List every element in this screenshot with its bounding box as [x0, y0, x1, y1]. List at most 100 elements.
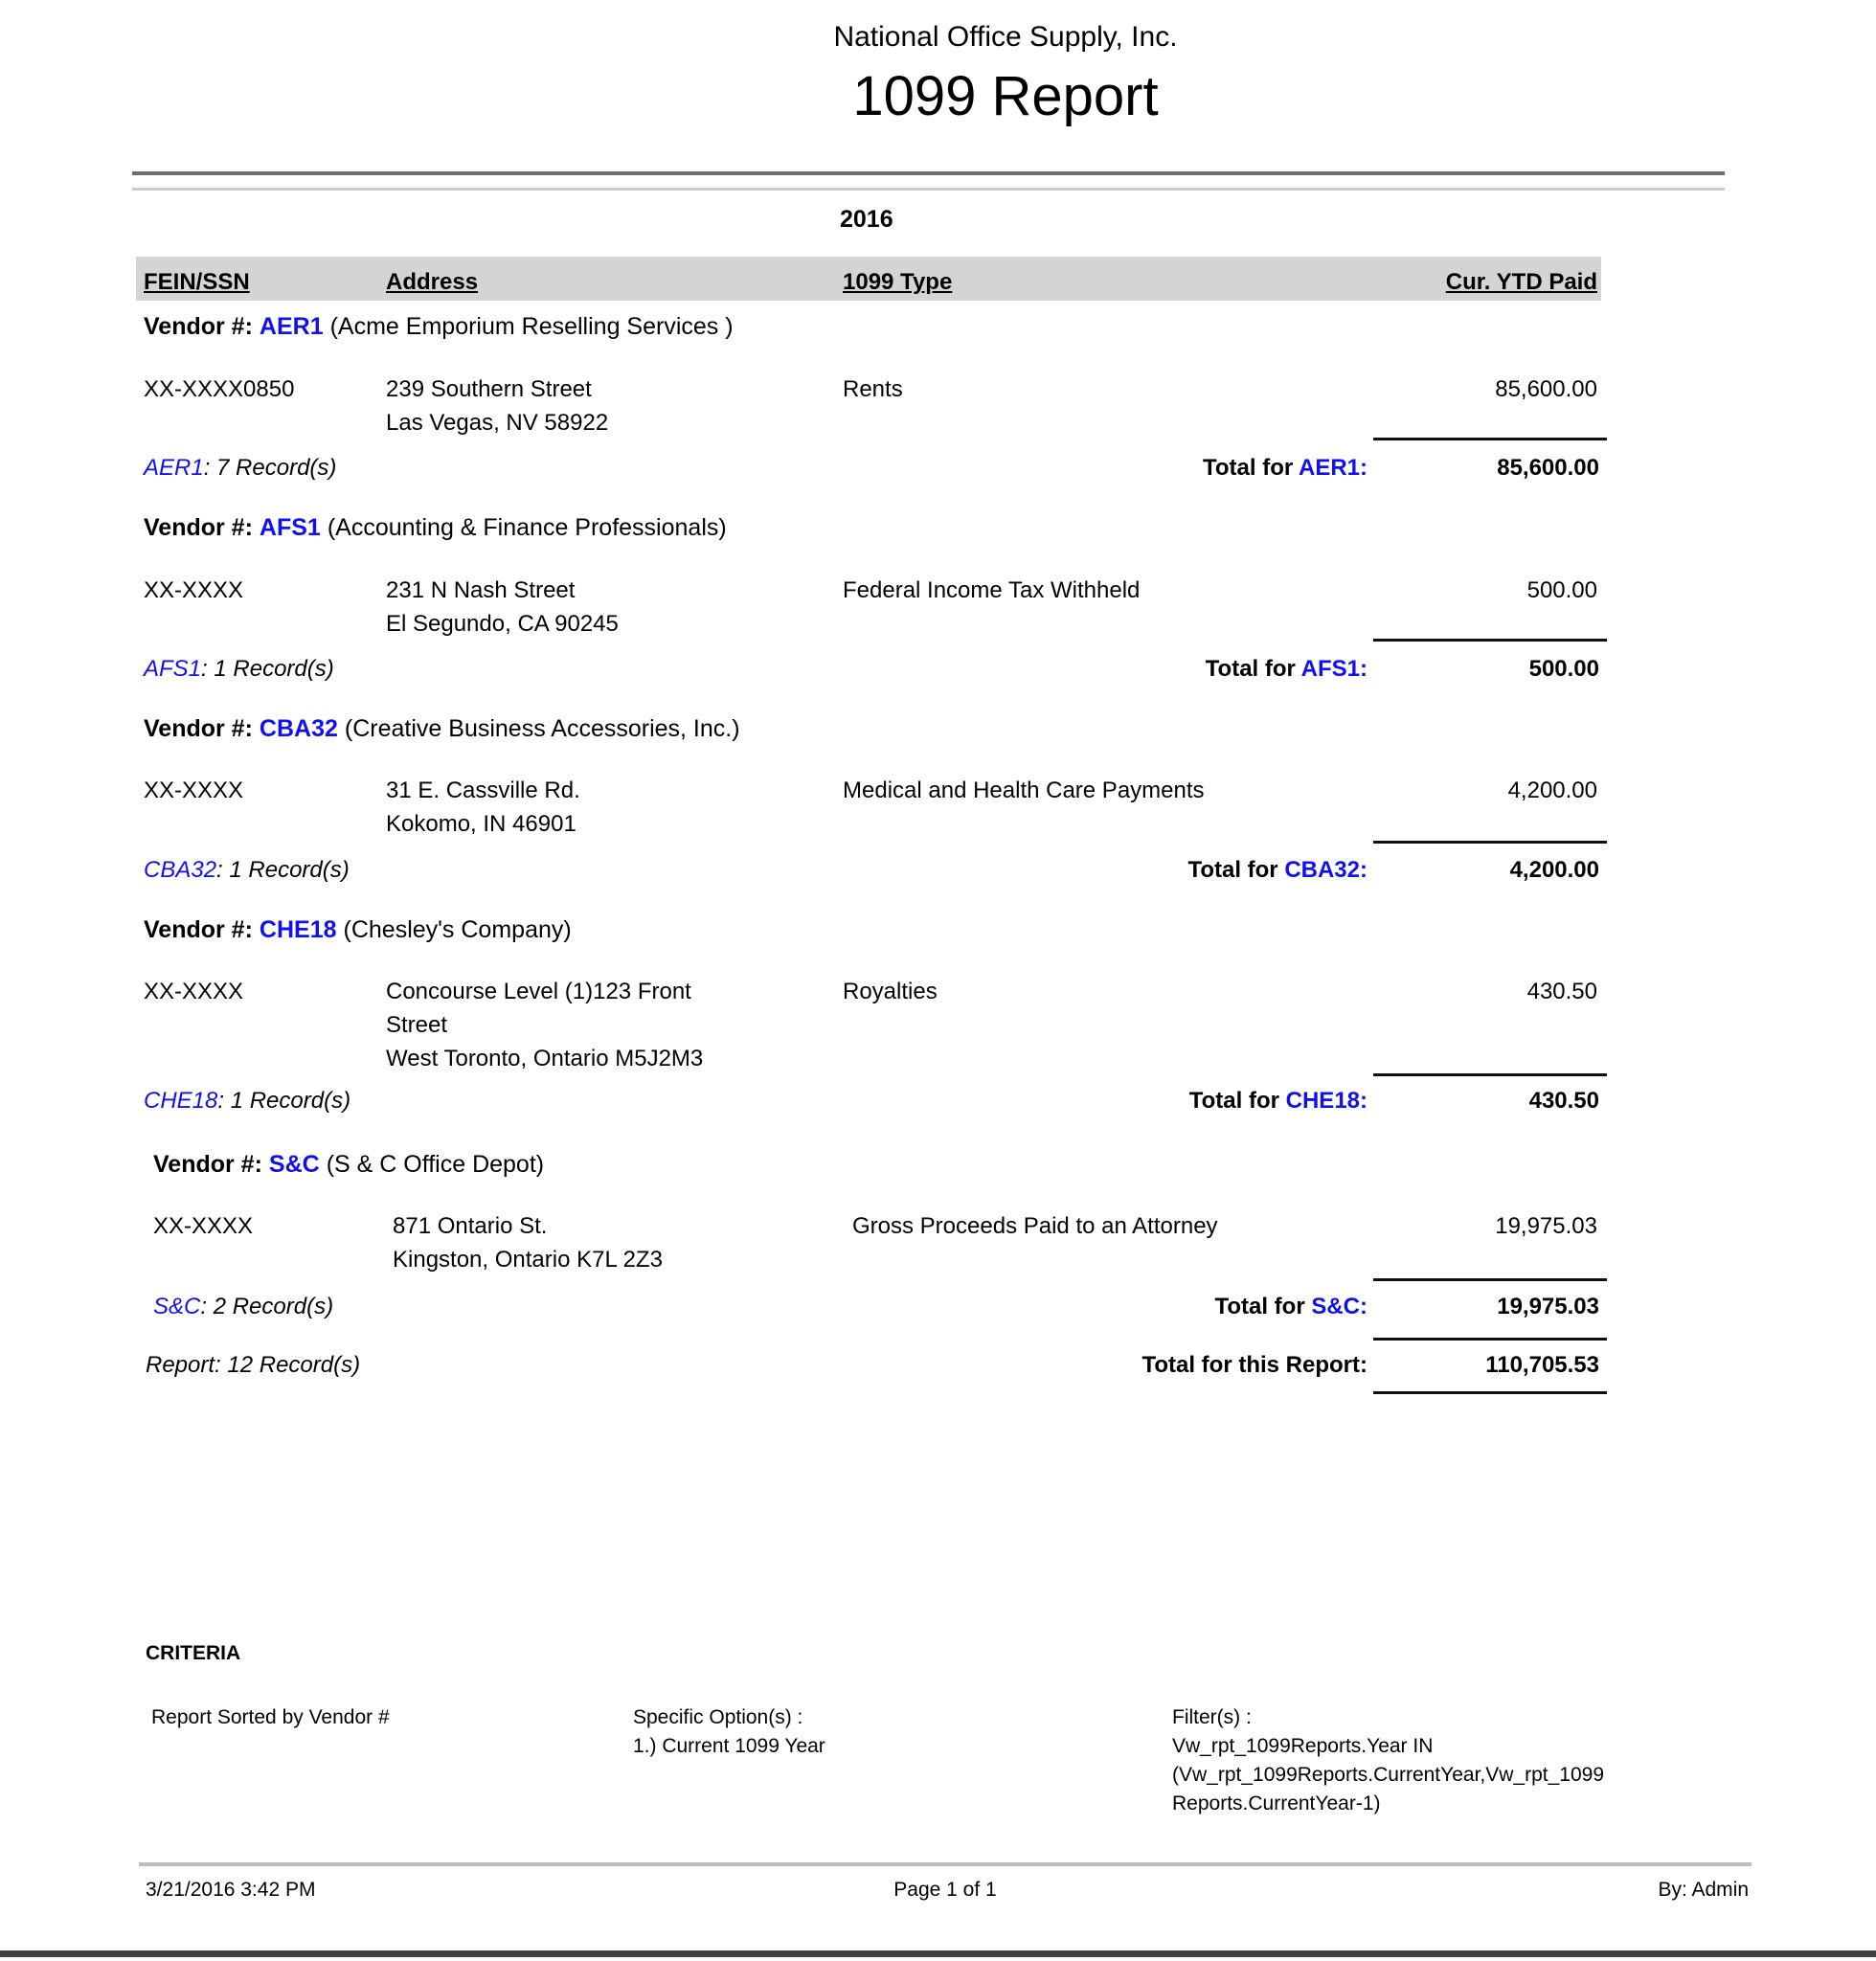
address-cell: Concourse Level (1)123 Front Street West…	[386, 979, 704, 1071]
total-label: Total for AER1:	[862, 455, 1367, 482]
records-line: CBA32: 1 Record(s)	[144, 857, 350, 884]
footer-by-user: By: Admin	[1658, 1879, 1749, 1901]
total-for-text: Total for	[1203, 455, 1299, 481]
records-text: : 1 Record(s)	[201, 656, 334, 682]
vendor-header: Vendor #: AER1 (Acme Emporium Reselling Se…	[144, 313, 734, 341]
address-cell: 31 E. Cassville Rd. Kokomo, IN 46901	[386, 778, 580, 837]
total-amount: 4,200.00	[1509, 857, 1599, 883]
total-amount: 85,600.00	[1497, 455, 1599, 481]
total-rule	[1373, 1073, 1607, 1076]
records-vendor-code: AER1	[144, 455, 204, 481]
records-vendor-code: CHE18	[144, 1088, 218, 1114]
vendor-name: (S & C Office Depot)	[326, 1151, 545, 1178]
amount-cell: 19,975.03	[1495, 1213, 1597, 1239]
vendor-code-link[interactable]: AFS1	[259, 514, 321, 541]
amount-cell: 500.00	[1526, 577, 1597, 603]
total-label: Total for S&C:	[862, 1294, 1367, 1320]
total-label: Total for CBA32:	[862, 857, 1367, 884]
vendor-code-link[interactable]: AER1	[259, 313, 324, 340]
vendor-name: (Chesley's Company)	[343, 916, 572, 943]
footer-divider	[139, 1862, 1752, 1866]
type-cell: Gross Proceeds Paid to an Attorney	[852, 1213, 1218, 1239]
total-for-text: Total for	[1205, 656, 1301, 682]
total-vendor-code: CHE18:	[1285, 1088, 1367, 1114]
total-vendor-code: AER1:	[1298, 455, 1367, 481]
records-line: AFS1: 1 Record(s)	[144, 656, 334, 683]
fein-cell: XX-XXXX0850	[144, 376, 295, 402]
total-for-text: Total for	[1188, 1088, 1286, 1114]
records-text: : 1 Record(s)	[216, 857, 350, 883]
report-total-rule-bottom	[1373, 1391, 1607, 1394]
records-text: : 2 Record(s)	[200, 1294, 334, 1319]
vendor-code-link[interactable]: CBA32	[259, 715, 338, 742]
vendor-name: (Accounting & Finance Professionals)	[327, 514, 727, 541]
vendor-label: Vendor #:	[144, 916, 253, 943]
criteria-options-label: Specific Option(s) :	[633, 1706, 803, 1728]
type-cell: Royalties	[843, 979, 938, 1004]
type-cell: Federal Income Tax Withheld	[843, 577, 1141, 603]
type-cell: Medical and Health Care Payments	[843, 778, 1205, 803]
criteria-filters-label: Filter(s) :	[1172, 1706, 1252, 1728]
table-header-band	[136, 257, 1601, 301]
address-cell: 239 Southern Street Las Vegas, NV 58922	[386, 376, 609, 436]
total-vendor-code: AFS1:	[1300, 656, 1367, 682]
criteria-heading: CRITERIA	[146, 1642, 241, 1664]
total-amount: 19,975.03	[1497, 1294, 1599, 1319]
vendor-name: (Creative Business Accessories, Inc.)	[344, 715, 740, 742]
report-total-label: Total for this Report:	[1141, 1352, 1367, 1378]
footer-datetime: 3/21/2016 3:42 PM	[146, 1879, 316, 1901]
vendor-name: (Acme Emporium Reselling Services )	[329, 313, 734, 340]
vendor-label: Vendor #:	[144, 514, 253, 541]
total-rule	[1373, 639, 1607, 642]
column-header-paid: Cur. YTD Paid	[1445, 269, 1597, 295]
total-for-text: Total for	[1187, 857, 1285, 883]
amount-cell: 430.50	[1526, 979, 1597, 1004]
vendor-label: Vendor #:	[153, 1151, 262, 1178]
fein-cell: XX-XXXX	[144, 778, 244, 803]
amount-cell: 85,600.00	[1495, 376, 1597, 402]
vendor-header: Vendor #: AFS1 (Accounting & Finance Profe…	[144, 514, 727, 542]
records-text: : 7 Record(s)	[203, 455, 337, 481]
company-name: National Office Supply, Inc.	[833, 21, 1178, 53]
report-total-amount: 110,705.53	[1485, 1352, 1599, 1378]
records-line: AER1: 7 Record(s)	[144, 455, 336, 482]
window-bottom-edge	[0, 1950, 1876, 1957]
title-divider	[132, 171, 1725, 191]
total-vendor-code: S&C:	[1311, 1294, 1367, 1319]
report-records-line: Report: 12 Record(s)	[146, 1352, 361, 1378]
fein-cell: XX-XXXX	[144, 577, 244, 603]
total-label: Total for CHE18:	[862, 1088, 1367, 1115]
address-cell: 231 N Nash Street El Segundo, CA 90245	[386, 577, 619, 637]
criteria-options-lines: 1.) Current 1099 Year	[633, 1735, 825, 1757]
vendor-header: Vendor #: CBA32 (Creative Business Accesso…	[144, 715, 740, 743]
column-header-address: Address	[386, 269, 479, 295]
vendor-header: Vendor #: S&C (S & C Office Depot)	[153, 1151, 544, 1179]
criteria-sorted-by: Report Sorted by Vendor #	[151, 1706, 390, 1728]
report-total-rule-top	[1373, 1338, 1607, 1341]
vendor-label: Vendor #:	[144, 715, 253, 742]
column-header-type: 1099 Type	[843, 269, 953, 295]
type-cell: Rents	[843, 376, 903, 402]
total-for-text: Total for	[1214, 1294, 1312, 1319]
vendor-header: Vendor #: CHE18 (Chesley's Company)	[144, 916, 572, 944]
footer-page-number: Page 1 of 1	[893, 1879, 997, 1901]
fein-cell: XX-XXXX	[144, 979, 244, 1004]
column-header-fein: FEIN/SSN	[144, 269, 250, 295]
total-label: Total for AFS1:	[862, 656, 1367, 683]
total-rule	[1373, 841, 1607, 844]
records-line: S&C: 2 Record(s)	[153, 1294, 333, 1320]
criteria-filters-lines: Vw_rpt_1099Reports.Year IN (Vw_rpt_1099R…	[1172, 1735, 1604, 1814]
total-vendor-code: CBA32:	[1284, 857, 1367, 883]
amount-cell: 4,200.00	[1507, 778, 1597, 803]
total-rule	[1373, 1278, 1607, 1281]
records-text: : 1 Record(s)	[217, 1088, 351, 1114]
records-vendor-code: CBA32	[144, 857, 217, 883]
records-line: CHE18: 1 Record(s)	[144, 1088, 350, 1115]
page-title: 1099 Report	[852, 65, 1159, 127]
total-amount: 500.00	[1528, 656, 1599, 682]
vendor-code-link[interactable]: CHE18	[259, 916, 337, 943]
total-amount: 430.50	[1528, 1088, 1599, 1114]
records-vendor-code: S&C	[153, 1294, 201, 1319]
vendor-code-link[interactable]: S&C	[268, 1151, 320, 1178]
fein-cell: XX-XXXX	[153, 1213, 254, 1239]
